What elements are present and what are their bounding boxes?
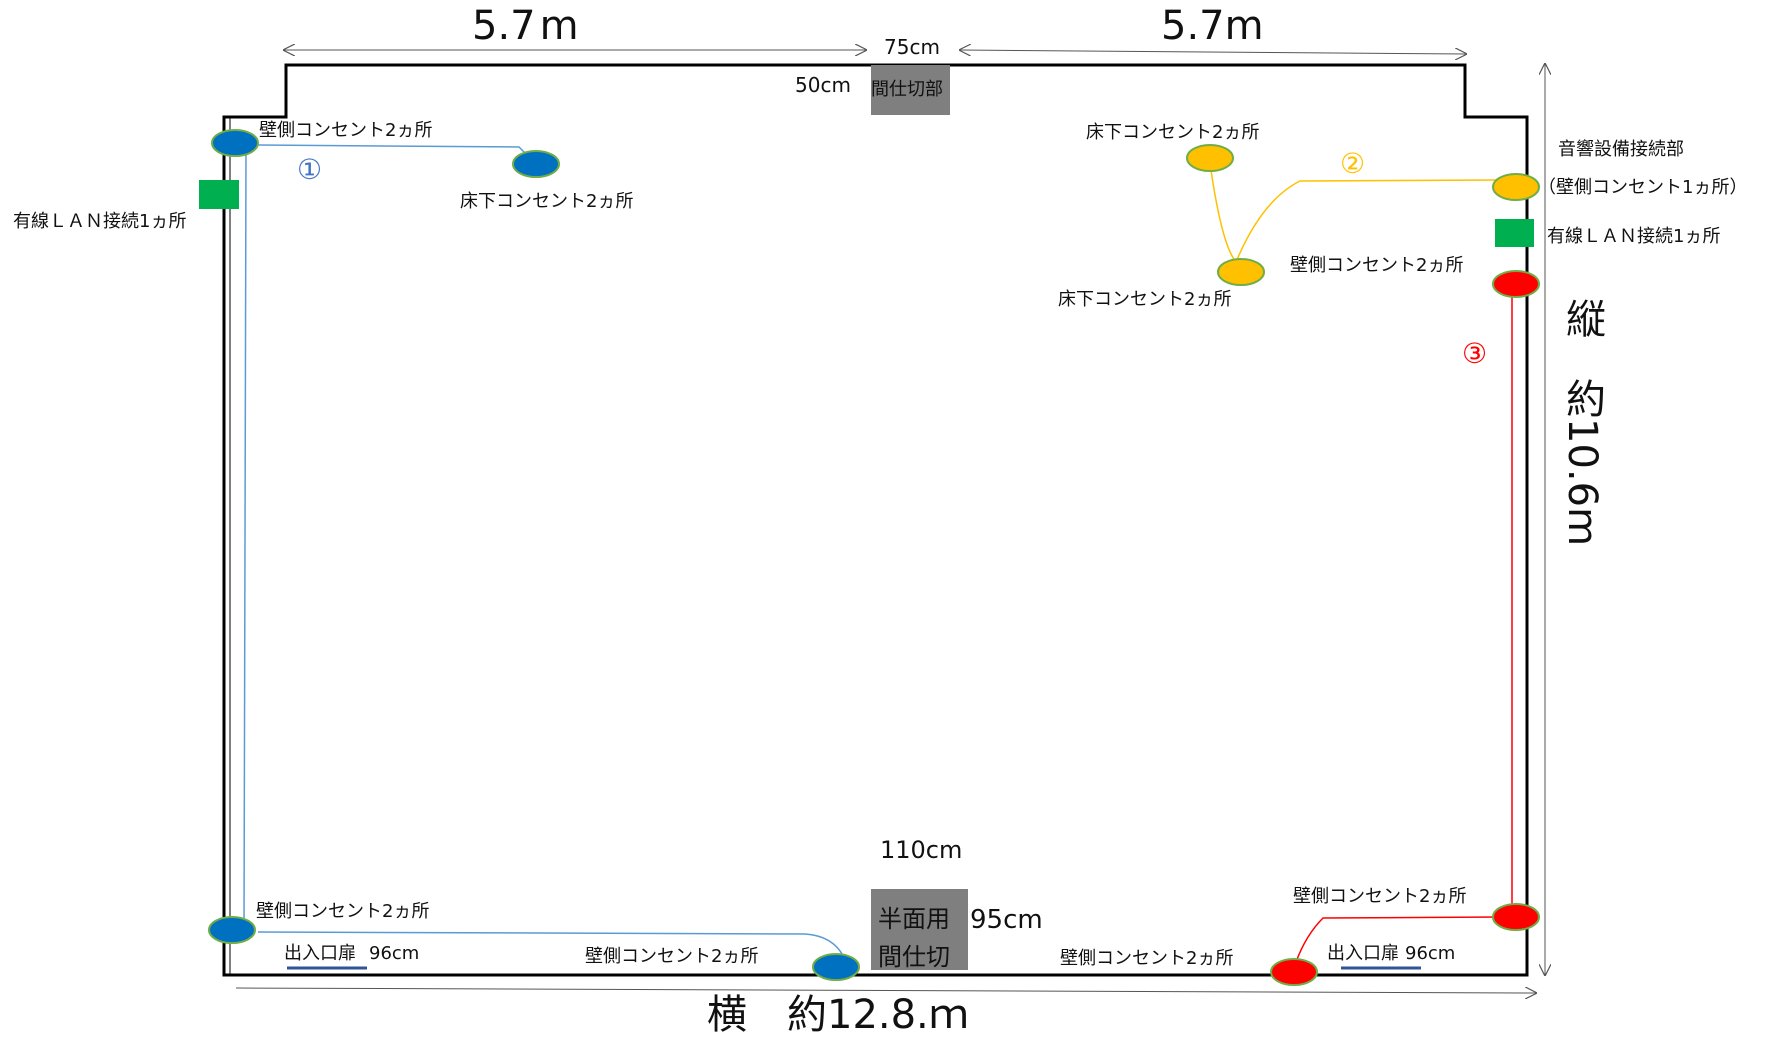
- dimension-top-gap: 75cm: [884, 35, 940, 59]
- room-outline: [222, 63, 1529, 977]
- bottom-partition-label-2: 間仕切: [878, 943, 950, 971]
- wire-circuit-3-bottom: [1295, 916, 1501, 963]
- label-floor-circuit-2-top: 床下コンセント2ヵ所: [1086, 122, 1260, 143]
- lan-port-left: [199, 180, 239, 209]
- outlet-wall-right-top: [1492, 270, 1540, 298]
- label-door-left-size: 96cm: [369, 943, 420, 964]
- outlet-wall-top-left: [211, 129, 259, 157]
- label-wall-bottom-right: 壁側コンセント2ヵ所: [1060, 948, 1234, 969]
- wire-circuit-2: [1210, 169, 1497, 264]
- label-door-right-size: 96cm: [1405, 943, 1456, 964]
- dimension-height-total: 縦 約10.6m: [1559, 298, 1605, 547]
- label-lan-left: 有線ＬＡＮ接続1ヵ所: [13, 211, 187, 232]
- circuit-2-number: ②: [1340, 147, 1366, 180]
- dimension-top-right: 5.7m: [1161, 3, 1264, 49]
- label-wall-bottom-mid: 壁側コンセント2ヵ所: [585, 946, 759, 967]
- outlet-wall-bottom-left: [208, 916, 256, 944]
- label-floor-circuit-1: 床下コンセント2ヵ所: [460, 191, 634, 212]
- dimension-arrow-width: [235, 988, 1536, 993]
- label-wall-top-left: 壁側コンセント2ヵ所: [259, 120, 433, 141]
- label-wall-bottom-left: 壁側コンセント2ヵ所: [256, 901, 430, 922]
- lan-port-right: [1495, 219, 1534, 247]
- top-partition: 間仕切部: [871, 65, 950, 115]
- label-floor-circuit-2-bottom: 床下コンセント2ヵ所: [1058, 289, 1232, 310]
- dimension-bottom-partition-depth: 95cm: [970, 905, 1043, 935]
- outlet-audio: [1492, 173, 1540, 201]
- label-door-right: 出入口扉: [1327, 943, 1399, 964]
- dimension-top-partition-depth: 50cm: [795, 73, 851, 97]
- circuit-3-number: ③: [1462, 337, 1488, 370]
- outlet-wall-bottom-right: [1270, 958, 1318, 986]
- wire-circuit-1-left: [243, 147, 247, 929]
- dimension-width-total: 横 約12.8.ｍ: [707, 992, 969, 1038]
- outlet-floor-circuit-2-bottom: [1217, 258, 1265, 286]
- label-audio-title: 音響設備接続部: [1558, 139, 1684, 160]
- outlet-wall-bottom-mid: [812, 953, 860, 981]
- outlet-floor-circuit-2-top: [1186, 144, 1234, 172]
- label-door-left: 出入口扉: [284, 943, 356, 964]
- dimension-arrow-top-right: [960, 50, 1466, 54]
- dimension-top-left: 5.7 m: [472, 3, 579, 49]
- label-wall-right-top: 壁側コンセント2ヵ所: [1290, 255, 1464, 276]
- top-partition-label: 間仕切部: [871, 79, 943, 100]
- circuit-1-number: ①: [297, 153, 323, 186]
- outlet-floor-circuit-1: [512, 150, 560, 178]
- dimension-bottom-partition-width: 110cm: [880, 836, 963, 864]
- outlet-wall-right-bottom: [1492, 903, 1540, 931]
- bottom-partition: 半面用 間仕切: [871, 889, 968, 971]
- bottom-partition-label-1: 半面用: [878, 905, 950, 933]
- label-audio-sub: （壁側コンセント1ヵ所）: [1538, 177, 1748, 198]
- label-lan-right: 有線ＬＡＮ接続1ヵ所: [1547, 226, 1721, 247]
- label-wall-right-bottom: 壁側コンセント2ヵ所: [1293, 886, 1467, 907]
